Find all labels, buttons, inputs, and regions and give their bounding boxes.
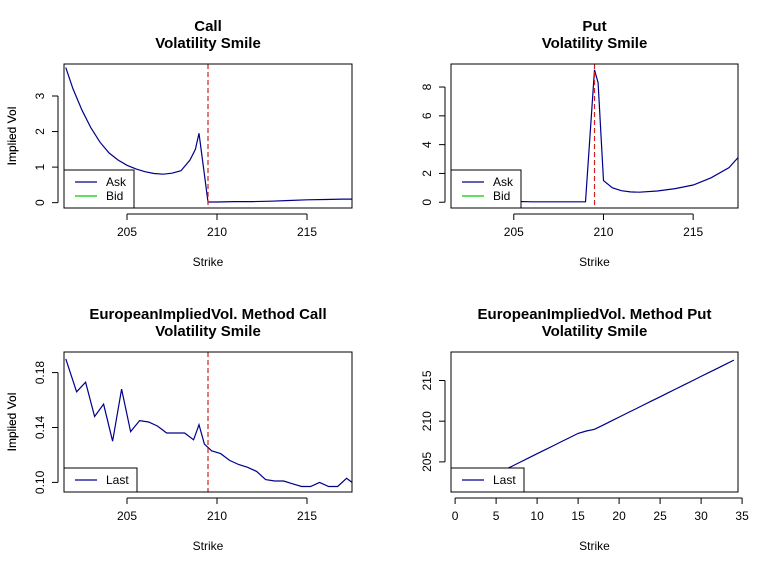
y-tick-label: 0.18 — [33, 361, 47, 385]
y-tick-label: 0.10 — [33, 470, 47, 494]
chart-title-line-1: EuropeanImpliedVol. Method Put — [478, 306, 712, 323]
x-tick-label: 35 — [735, 509, 749, 523]
legend-label-ask: Ask — [106, 175, 127, 189]
x-tick-label: 5 — [493, 509, 500, 523]
y-tick-label: 205 — [420, 452, 434, 472]
x-axis-title: Strike — [579, 539, 610, 553]
x-tick-label: 15 — [571, 509, 585, 523]
x-tick-label: 25 — [653, 509, 667, 523]
chart-panel-4: EuropeanImpliedVol. Method PutVolatility… — [5, 306, 749, 553]
legend-label-ask: Ask — [493, 175, 514, 189]
x-tick-label: 210 — [207, 509, 227, 523]
legend-label-bid: Bid — [106, 189, 123, 203]
chart-title-line-1: Put — [582, 18, 606, 35]
x-tick-label: 30 — [694, 509, 708, 523]
x-tick-label: 210 — [207, 225, 227, 239]
x-tick-label: 20 — [612, 509, 626, 523]
y-tick-label: 2 — [33, 128, 47, 135]
x-axis-title: Strike — [193, 539, 224, 553]
legend: Last — [450, 467, 525, 493]
y-tick-label: 215 — [420, 370, 434, 390]
plot-frame — [63, 63, 353, 209]
plot-frame — [63, 351, 353, 493]
y-tick-label: 4 — [420, 141, 434, 148]
legend-box — [450, 169, 522, 209]
x-tick-label: 215 — [297, 225, 317, 239]
x-tick-label: 205 — [117, 225, 137, 239]
y-tick-label: 2 — [420, 170, 434, 177]
y-tick-label: 0 — [420, 199, 434, 206]
chart-title-line-1: EuropeanImpliedVol. Method Call — [89, 306, 326, 323]
series-line-last — [65, 358, 352, 488]
chart-title-line-1: Call — [194, 18, 222, 35]
y-axis-title: Implied Vol — [5, 107, 19, 166]
chart-title-line-2: Volatility Smile — [542, 35, 648, 52]
chart-title-line-2: Volatility Smile — [542, 323, 648, 340]
legend: Last — [63, 467, 138, 493]
x-tick-label: 205 — [117, 509, 137, 523]
y-tick-label: 3 — [33, 92, 47, 99]
x-axis-title: Strike — [579, 255, 610, 269]
x-tick-label: 210 — [593, 225, 613, 239]
y-tick-label: 0.14 — [33, 415, 47, 439]
x-tick-label: 205 — [504, 225, 524, 239]
x-axis-title: Strike — [193, 255, 224, 269]
x-tick-label: 215 — [683, 225, 703, 239]
legend-label-last: Last — [106, 473, 129, 487]
y-tick-label: 8 — [420, 83, 434, 90]
legend-box — [63, 169, 135, 209]
legend-label-last: Last — [493, 473, 516, 487]
y-tick-label: 6 — [420, 112, 434, 119]
chart-title-line-2: Volatility Smile — [155, 35, 261, 52]
chart-title-line-2: Volatility Smile — [155, 323, 261, 340]
y-axis-title: Implied Vol — [5, 393, 19, 452]
series-line-ask — [65, 67, 352, 203]
y-axis-title: Implied Vol — [5, 393, 19, 452]
y-tick-label: 0 — [33, 199, 47, 206]
y-axis-title: Implied Vol — [5, 107, 19, 166]
x-tick-label: 0 — [452, 509, 459, 523]
y-tick-label: 210 — [420, 411, 434, 431]
plot-frame — [450, 63, 739, 209]
x-tick-label: 10 — [530, 509, 544, 523]
x-tick-label: 215 — [297, 509, 317, 523]
plot-frame — [450, 351, 739, 493]
chart-panel-3: EuropeanImpliedVol. Method CallVolatilit… — [5, 306, 353, 553]
y-tick-label: 1 — [33, 163, 47, 170]
legend-label-bid: Bid — [493, 189, 510, 203]
